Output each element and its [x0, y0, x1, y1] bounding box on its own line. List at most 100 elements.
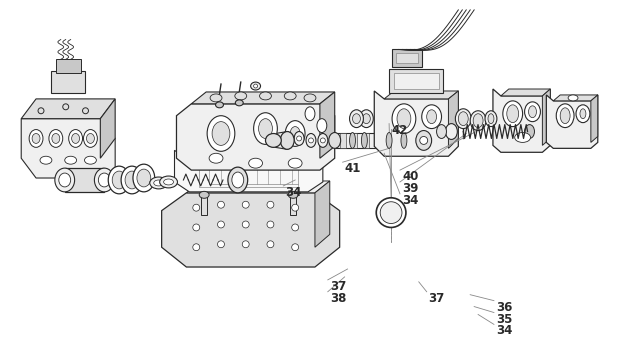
Ellipse shape — [397, 109, 411, 129]
Ellipse shape — [488, 114, 494, 124]
Polygon shape — [21, 99, 115, 119]
Circle shape — [292, 244, 298, 251]
Ellipse shape — [164, 179, 174, 185]
Ellipse shape — [288, 158, 302, 168]
Bar — [352, 133, 357, 148]
Circle shape — [218, 221, 224, 228]
Ellipse shape — [556, 104, 574, 128]
Ellipse shape — [304, 94, 316, 102]
Text: 38: 38 — [330, 292, 346, 305]
Ellipse shape — [159, 176, 177, 188]
Ellipse shape — [350, 110, 363, 128]
Ellipse shape — [386, 133, 392, 148]
Ellipse shape — [416, 131, 431, 150]
Ellipse shape — [154, 180, 164, 186]
Polygon shape — [21, 119, 115, 178]
Ellipse shape — [253, 113, 277, 144]
Circle shape — [376, 198, 406, 227]
Ellipse shape — [350, 133, 355, 148]
Ellipse shape — [228, 167, 248, 193]
Bar — [396, 53, 418, 63]
Ellipse shape — [294, 132, 304, 146]
Polygon shape — [501, 89, 550, 96]
Ellipse shape — [329, 133, 341, 148]
Polygon shape — [384, 91, 459, 99]
Circle shape — [267, 221, 274, 228]
Ellipse shape — [507, 105, 519, 123]
Circle shape — [297, 136, 302, 141]
Ellipse shape — [421, 105, 441, 129]
Ellipse shape — [485, 111, 497, 126]
Ellipse shape — [125, 171, 139, 189]
Ellipse shape — [32, 134, 40, 143]
Ellipse shape — [121, 166, 143, 194]
Ellipse shape — [49, 130, 63, 147]
Circle shape — [292, 204, 298, 211]
Ellipse shape — [436, 124, 446, 138]
Ellipse shape — [133, 164, 154, 192]
Bar — [199, 165, 298, 187]
Circle shape — [242, 201, 249, 208]
Circle shape — [267, 241, 274, 248]
Bar — [201, 195, 207, 215]
Ellipse shape — [362, 133, 367, 148]
Text: 39: 39 — [402, 182, 418, 195]
Bar — [56, 59, 80, 73]
Ellipse shape — [258, 119, 273, 138]
Circle shape — [63, 104, 69, 110]
Ellipse shape — [290, 126, 300, 140]
Ellipse shape — [352, 114, 360, 124]
Text: 34: 34 — [286, 186, 302, 199]
Polygon shape — [493, 89, 550, 152]
Polygon shape — [192, 92, 335, 104]
Polygon shape — [320, 92, 335, 158]
Ellipse shape — [69, 130, 83, 147]
Bar — [411, 133, 417, 148]
Circle shape — [242, 241, 249, 248]
Text: 35: 35 — [496, 312, 512, 325]
Ellipse shape — [470, 111, 486, 131]
Text: 34: 34 — [496, 324, 512, 337]
Bar — [389, 69, 444, 93]
Ellipse shape — [473, 114, 483, 128]
Ellipse shape — [286, 121, 305, 146]
Text: 34: 34 — [402, 194, 418, 207]
Ellipse shape — [85, 156, 96, 164]
Polygon shape — [174, 150, 323, 192]
Polygon shape — [187, 181, 330, 193]
Ellipse shape — [459, 112, 468, 125]
Ellipse shape — [40, 156, 52, 164]
Ellipse shape — [65, 156, 77, 164]
Circle shape — [308, 138, 313, 143]
Ellipse shape — [260, 92, 271, 100]
Ellipse shape — [426, 110, 436, 124]
Ellipse shape — [317, 119, 327, 133]
Bar — [335, 133, 424, 148]
Ellipse shape — [59, 173, 70, 187]
Circle shape — [267, 201, 274, 208]
Ellipse shape — [207, 116, 235, 151]
Ellipse shape — [401, 133, 407, 148]
Ellipse shape — [95, 168, 114, 192]
Polygon shape — [315, 181, 330, 247]
Ellipse shape — [568, 95, 578, 101]
Ellipse shape — [251, 82, 261, 90]
Bar — [399, 133, 405, 148]
Ellipse shape — [288, 191, 298, 198]
Ellipse shape — [98, 173, 110, 187]
Ellipse shape — [29, 130, 43, 147]
Ellipse shape — [576, 105, 590, 123]
Ellipse shape — [305, 107, 315, 121]
Bar — [65, 168, 104, 192]
Ellipse shape — [284, 92, 296, 100]
Ellipse shape — [281, 132, 294, 149]
Ellipse shape — [83, 130, 98, 147]
Polygon shape — [591, 95, 598, 142]
Ellipse shape — [235, 92, 247, 100]
Circle shape — [320, 138, 325, 143]
Bar — [530, 124, 541, 138]
Ellipse shape — [55, 168, 75, 192]
Ellipse shape — [235, 100, 243, 106]
Circle shape — [218, 201, 224, 208]
Bar — [51, 71, 85, 93]
